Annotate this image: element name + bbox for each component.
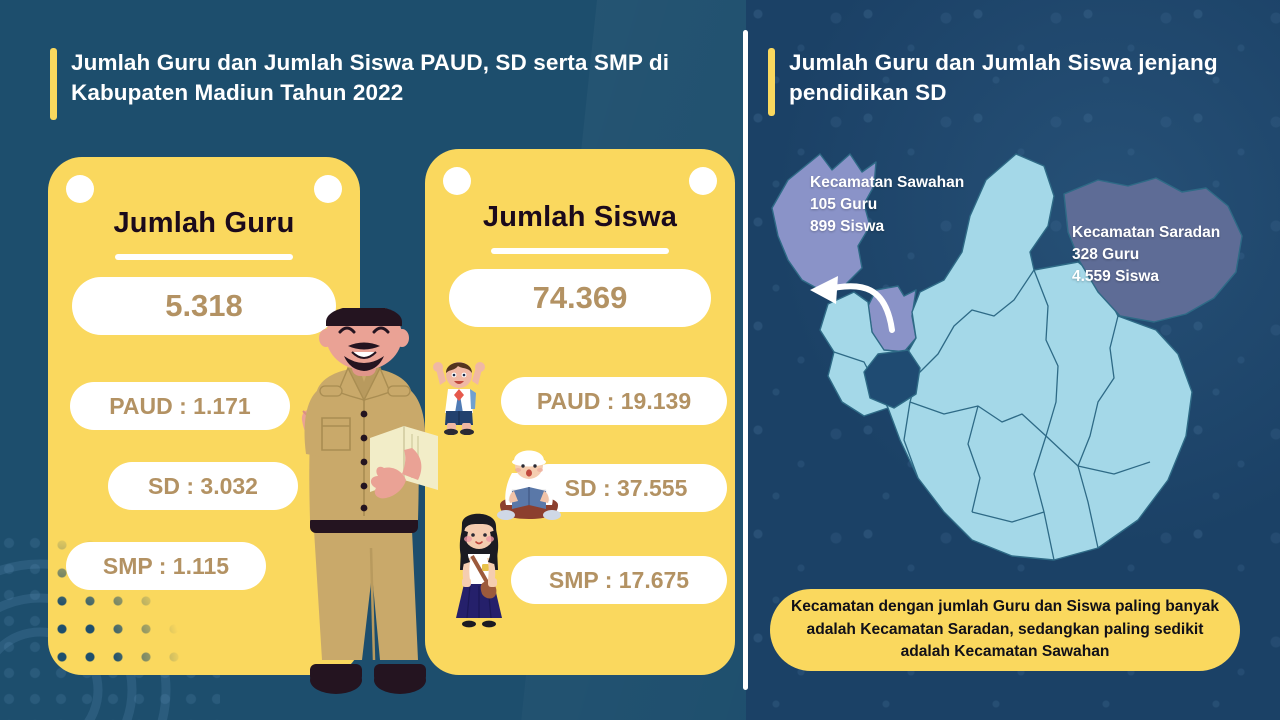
map-district-accent xyxy=(863,349,921,409)
punch-hole-right xyxy=(314,175,342,203)
card-title-guru: Jumlah Guru xyxy=(113,207,295,239)
heading-accent-bar xyxy=(50,48,57,120)
sawahan-district-name: Kecamatan Sawahan xyxy=(810,174,965,191)
card-title-underline xyxy=(491,248,669,254)
card-punch-holes xyxy=(48,175,360,209)
siswa-total-badge: 74.369 xyxy=(449,269,711,327)
card-title-siswa: Jumlah Siswa xyxy=(482,201,678,233)
punch-hole-right xyxy=(689,167,717,195)
student-girl-illustration xyxy=(456,513,502,628)
panel-divider xyxy=(743,30,748,690)
map-pointer-arrowhead xyxy=(810,276,838,304)
guru-sd-badge: SD : 3.032 xyxy=(108,462,298,510)
map-district-sawahan xyxy=(771,153,877,291)
map-label-sawahan: Kecamatan Sawahan 105 Guru 899 Siswa xyxy=(810,172,964,238)
map-label-saradan: Kecamatan Saradan 328 Guru 4.559 Siswa xyxy=(1072,222,1220,288)
punch-hole-left xyxy=(66,175,94,203)
student-boy-reading-illustration xyxy=(497,450,561,520)
siswa-smp-badge: SMP : 17.675 xyxy=(511,556,727,604)
saradan-district-name: Kecamatan Saradan xyxy=(1072,224,1221,241)
card-punch-holes xyxy=(425,167,735,201)
guru-smp-badge: SMP : 1.115 xyxy=(66,542,266,590)
map-district-saradan xyxy=(1063,177,1243,323)
saradan-teacher-count: 328 Guru xyxy=(1072,246,1140,263)
map-caption-box: Kecamatan dengan jumlah Guru dan Siswa p… xyxy=(770,589,1240,671)
right-panel-title: Jumlah Guru dan Jumlah Siswa jenjang pen… xyxy=(789,50,1218,105)
siswa-paud-badge: PAUD : 19.139 xyxy=(501,377,727,425)
map-caption-text: Kecamatan dengan jumlah Guru dan Siswa p… xyxy=(790,598,1220,661)
left-panel-heading: Jumlah Guru dan Jumlah Siswa PAUD, SD se… xyxy=(50,48,710,120)
student-boy-cheering-illustration xyxy=(433,362,485,435)
right-panel-heading: Jumlah Guru dan Jumlah Siswa jenjang pen… xyxy=(768,48,1228,116)
kabupaten-madiun-map xyxy=(771,153,1243,561)
siswa-sd-badge: SD : 37.555 xyxy=(525,464,727,512)
sawahan-teacher-count: 105 Guru xyxy=(810,196,878,213)
teacher-illustration xyxy=(301,308,438,694)
left-panel-title: Jumlah Guru dan Jumlah Siswa PAUD, SD se… xyxy=(71,50,670,105)
guru-paud-badge: PAUD : 1.171 xyxy=(70,382,290,430)
punch-hole-left xyxy=(443,167,471,195)
saradan-student-count: 4.559 Siswa xyxy=(1072,268,1160,285)
guru-total-badge: 5.318 xyxy=(72,277,336,335)
heading-accent-bar xyxy=(768,48,775,116)
corner-rings-decoration xyxy=(0,559,171,720)
card-title-underline xyxy=(115,254,293,260)
card-jumlah-guru: Jumlah Guru 5.318 PAUD : 1.171 SD : 3.03… xyxy=(48,157,360,675)
sawahan-student-count: 899 Siswa xyxy=(810,218,885,235)
